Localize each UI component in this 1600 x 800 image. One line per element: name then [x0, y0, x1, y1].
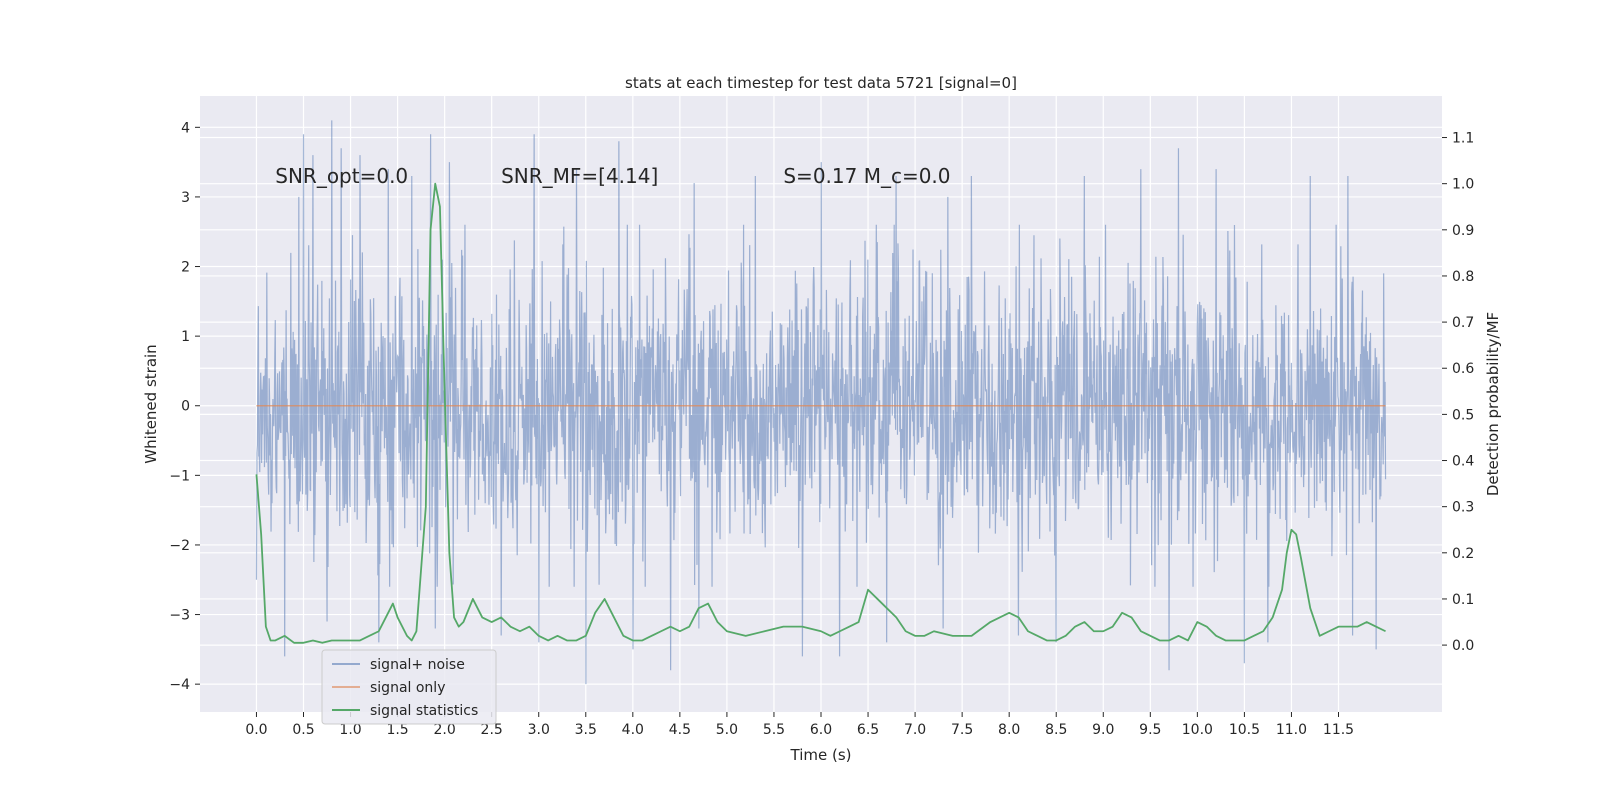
- legend-label-signal-only: signal only: [370, 680, 445, 696]
- x-tick-label: 10.0: [1182, 722, 1213, 738]
- x-tick-label: 9.0: [1092, 722, 1114, 738]
- y2-tick-label: 1.0: [1452, 177, 1474, 193]
- chart-title: stats at each timestep for test data 572…: [625, 74, 1017, 92]
- y-axis-right: 0.0 0.1 0.2 0.3 0.4 0.5 0.6 0.7 0.8 0.9 1.0 1.1: [1442, 131, 1474, 654]
- y2-tick-label: 0.3: [1452, 500, 1474, 516]
- y-axis-label: Whitened strain: [142, 344, 160, 463]
- legend-label-signal-noise: signal+ noise: [370, 657, 465, 673]
- y-tick-label: 2: [181, 260, 190, 276]
- y2-tick-label: 1.1: [1452, 131, 1474, 147]
- y-tick-label: 0: [181, 399, 190, 415]
- x-axis-label: Time (s): [790, 746, 852, 764]
- legend: signal+ noise signal only signal statist…: [321, 649, 497, 725]
- x-tick-label: 10.5: [1229, 722, 1260, 738]
- x-tick-label: 8.5: [1045, 722, 1067, 738]
- plot-area: [255, 120, 1387, 685]
- annotations: SNR_opt=0.0 SNR_MF=[4.14] S=0.17 M_c=0.0: [275, 164, 950, 188]
- y-axis-left: −4 −3 −2 −1 0 1 2 3 4: [169, 120, 200, 693]
- y2-tick-label: 0.5: [1452, 407, 1474, 423]
- y-tick-label: −4: [169, 677, 190, 693]
- x-tick-label: 8.0: [998, 722, 1020, 738]
- x-tick-label: 1.0: [339, 722, 361, 738]
- x-tick-label: 4.5: [669, 722, 691, 738]
- x-tick-label: 6.5: [857, 722, 879, 738]
- annotation-2: S=0.17 M_c=0.0: [783, 164, 950, 188]
- y-tick-label: −3: [169, 608, 190, 624]
- x-tick-label: 2.0: [434, 722, 456, 738]
- x-tick-label: 5.0: [716, 722, 738, 738]
- x-tick-label: 2.5: [481, 722, 503, 738]
- x-tick-label: 11.5: [1323, 722, 1354, 738]
- legend-box: [321, 649, 497, 725]
- x-tick-label: 3.0: [528, 722, 550, 738]
- x-tick-label: 7.0: [904, 722, 926, 738]
- x-axis: 0.0 0.5 1.0 1.5 2.0 2.5 3.0 3.5 4.0 4.5 5.0 5.5 6.0 6…: [245, 712, 1354, 738]
- y2-tick-label: 0.4: [1452, 454, 1474, 470]
- y-tick-label: −1: [169, 468, 190, 484]
- annotation-1: SNR_MF=[4.14]: [501, 164, 658, 188]
- y2-axis-label: Detection probability/MF: [1484, 312, 1502, 496]
- y-tick-label: 3: [181, 190, 190, 206]
- x-tick-label: 1.5: [386, 722, 408, 738]
- annotation-0: SNR_opt=0.0: [275, 164, 408, 188]
- x-tick-label: 4.0: [622, 722, 644, 738]
- y2-tick-label: 0.7: [1452, 315, 1474, 331]
- y2-tick-label: 0.9: [1452, 223, 1474, 239]
- y2-tick-label: 0.2: [1452, 546, 1474, 562]
- legend-label-signal-statistics: signal statistics: [370, 703, 478, 719]
- signal-noise-line: [255, 120, 1387, 685]
- x-tick-label: 5.5: [763, 722, 785, 738]
- y-tick-label: −2: [169, 538, 190, 554]
- y-tick-label: 1: [181, 329, 190, 345]
- y2-tick-label: 0.6: [1452, 361, 1474, 377]
- y2-tick-label: 0.1: [1452, 592, 1474, 608]
- x-tick-label: 9.5: [1139, 722, 1161, 738]
- x-tick-label: 11.0: [1276, 722, 1307, 738]
- y2-tick-label: 0.0: [1452, 638, 1474, 654]
- x-tick-label: 6.0: [810, 722, 832, 738]
- x-tick-label: 0.0: [245, 722, 267, 738]
- x-tick-label: 3.5: [575, 722, 597, 738]
- y2-tick-label: 0.8: [1452, 269, 1474, 285]
- series-signal-statistics: [255, 182, 1386, 644]
- signal-statistics-line: [255, 182, 1386, 644]
- y-tick-label: 4: [181, 120, 190, 136]
- x-tick-label: 7.5: [951, 722, 973, 738]
- series-signal-noise: [255, 120, 1387, 685]
- x-tick-label: 0.5: [292, 722, 314, 738]
